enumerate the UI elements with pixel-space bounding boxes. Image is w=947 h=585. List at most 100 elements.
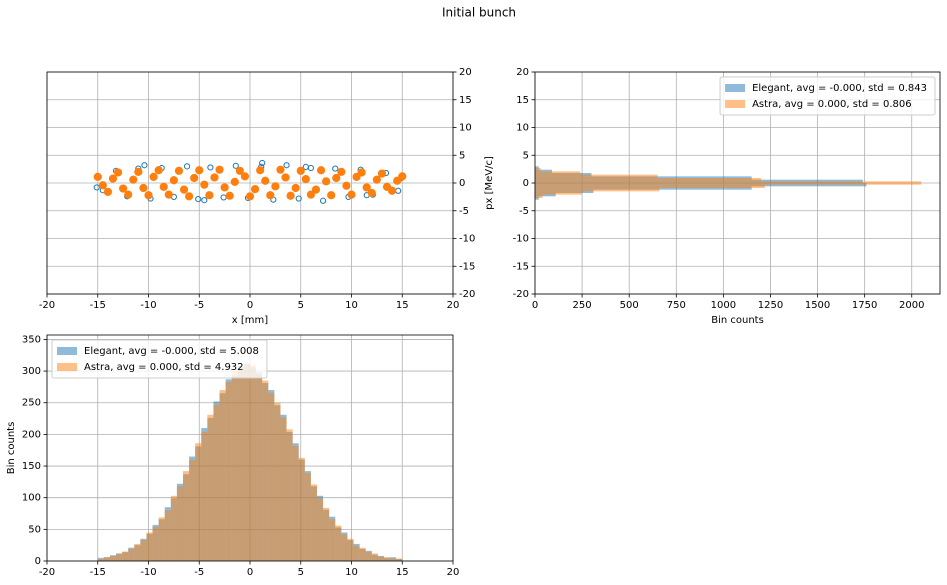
hist-bar xyxy=(189,459,196,561)
scatter-point xyxy=(322,177,331,186)
scatter-point xyxy=(174,166,184,175)
hist-bar xyxy=(225,381,232,561)
hist-bar xyxy=(140,540,147,561)
hist-bar xyxy=(390,558,397,561)
y-tick-label: 15 xyxy=(516,95,529,106)
scatter-point xyxy=(98,181,107,190)
scatter-point xyxy=(302,163,309,171)
x-tick-label: 250 xyxy=(573,300,592,311)
x-tick-label: 0 xyxy=(247,567,253,578)
scatter-point xyxy=(93,172,102,181)
x-tick-label: 2000 xyxy=(899,300,924,311)
hist-bar xyxy=(298,457,305,561)
scatter-point xyxy=(276,165,285,174)
scatter-point xyxy=(195,166,204,175)
y-tick-label: 0 xyxy=(35,556,41,567)
x-tick-label: -5 xyxy=(194,567,204,578)
hist-bar xyxy=(213,404,220,561)
hist-bar xyxy=(280,417,287,561)
hist-bar xyxy=(183,471,190,561)
subplot: -20 -15 -10 -5 0 5 10 15 20050100150200250300350… xyxy=(6,334,459,578)
hist-bar xyxy=(535,194,543,198)
hist-bar xyxy=(323,507,330,561)
x-tick-label: 0 xyxy=(532,300,538,311)
scatter-point xyxy=(232,162,239,169)
x-tick-label: -5 xyxy=(194,300,204,311)
hist-bar xyxy=(274,402,281,561)
scatter-point xyxy=(230,177,239,186)
x-tick-label: -10 xyxy=(140,300,156,311)
y-tick-label: 0 xyxy=(459,178,465,189)
scatter-point xyxy=(134,167,143,176)
scatter-point xyxy=(357,168,366,177)
scatter-point xyxy=(332,165,339,172)
legend-label: Astra, avg = 0.000, std = 0.806 xyxy=(752,99,912,110)
scatter-point xyxy=(124,190,133,199)
scatter-point xyxy=(210,173,219,182)
y-tick-label: -15 xyxy=(459,261,475,272)
y-tick-label: 0 xyxy=(523,178,529,189)
hist-bar xyxy=(97,559,104,561)
hist-bar xyxy=(353,545,360,561)
scatter-point xyxy=(149,172,158,181)
hist-bar xyxy=(535,171,581,175)
hist-bar xyxy=(286,429,293,561)
scatter-point xyxy=(93,184,100,191)
scatter-point xyxy=(398,172,407,181)
scatter-point xyxy=(301,175,310,184)
y-axis-label: Bin counts xyxy=(6,422,17,475)
x-tick-label: 10 xyxy=(345,567,358,578)
scatter-point xyxy=(271,182,280,191)
scatter-point xyxy=(283,162,290,169)
legend-box xyxy=(51,339,268,379)
hist-bar xyxy=(164,510,171,561)
y-tick-label: -15 xyxy=(513,261,529,272)
subplot: -20 -15 -10 -5 0 5 10 15 20-20-15-10-505101520x … xyxy=(39,67,495,326)
scatter-point xyxy=(347,190,356,199)
hist-bar xyxy=(365,552,372,561)
scatter-point xyxy=(225,191,234,200)
hist-bar xyxy=(535,196,539,200)
hist-bar xyxy=(176,486,184,561)
scatter-point xyxy=(393,176,402,185)
x-tick-label: 5 xyxy=(298,567,304,578)
scatter-point xyxy=(103,187,113,196)
x-tick-label: 0 xyxy=(247,300,253,311)
x-tick-label: -20 xyxy=(39,300,55,311)
scatter-point xyxy=(164,190,173,199)
scatter-point xyxy=(372,175,381,184)
plot-area xyxy=(535,166,922,200)
hist-bar xyxy=(128,548,135,561)
scatter-point xyxy=(179,185,189,194)
scatter-point xyxy=(352,172,361,181)
y-tick-label: -10 xyxy=(459,234,475,245)
x-axis-label: x [mm] xyxy=(232,315,268,326)
legend-swatch xyxy=(57,347,77,355)
hist-bar xyxy=(335,525,342,561)
x-tick-label: 20 xyxy=(447,300,460,311)
hist-bar xyxy=(243,364,250,561)
scatter-point xyxy=(382,182,392,191)
scatter-point xyxy=(316,166,326,175)
legend-label: Elegant, avg = -0.000, std = 5.008 xyxy=(84,346,259,357)
scatter-point xyxy=(159,182,168,191)
scatter-point xyxy=(200,180,209,189)
hist-bar xyxy=(109,555,117,561)
scatter-point xyxy=(342,181,351,190)
hist-bar xyxy=(262,380,269,561)
y-tick-label: -5 xyxy=(459,206,469,217)
scatter-point xyxy=(337,167,346,176)
hist-bar xyxy=(170,495,177,561)
legend-label: Elegant, avg = -0.000, std = 0.843 xyxy=(752,83,927,94)
y-tick-label: 250 xyxy=(22,398,41,409)
hist-bar xyxy=(250,365,257,561)
scatter-point xyxy=(205,191,214,200)
hist-bar xyxy=(292,445,299,561)
x-axis-label: Bin counts xyxy=(711,315,764,326)
scatter-point xyxy=(190,173,199,183)
subplot: 0 250 500 750 1000 1250 1500 1750 2000 -20 -15 -10 -… xyxy=(513,67,941,326)
hist-bar xyxy=(304,473,311,561)
y-tick-label: 200 xyxy=(22,429,41,440)
scatter-point xyxy=(261,176,270,185)
